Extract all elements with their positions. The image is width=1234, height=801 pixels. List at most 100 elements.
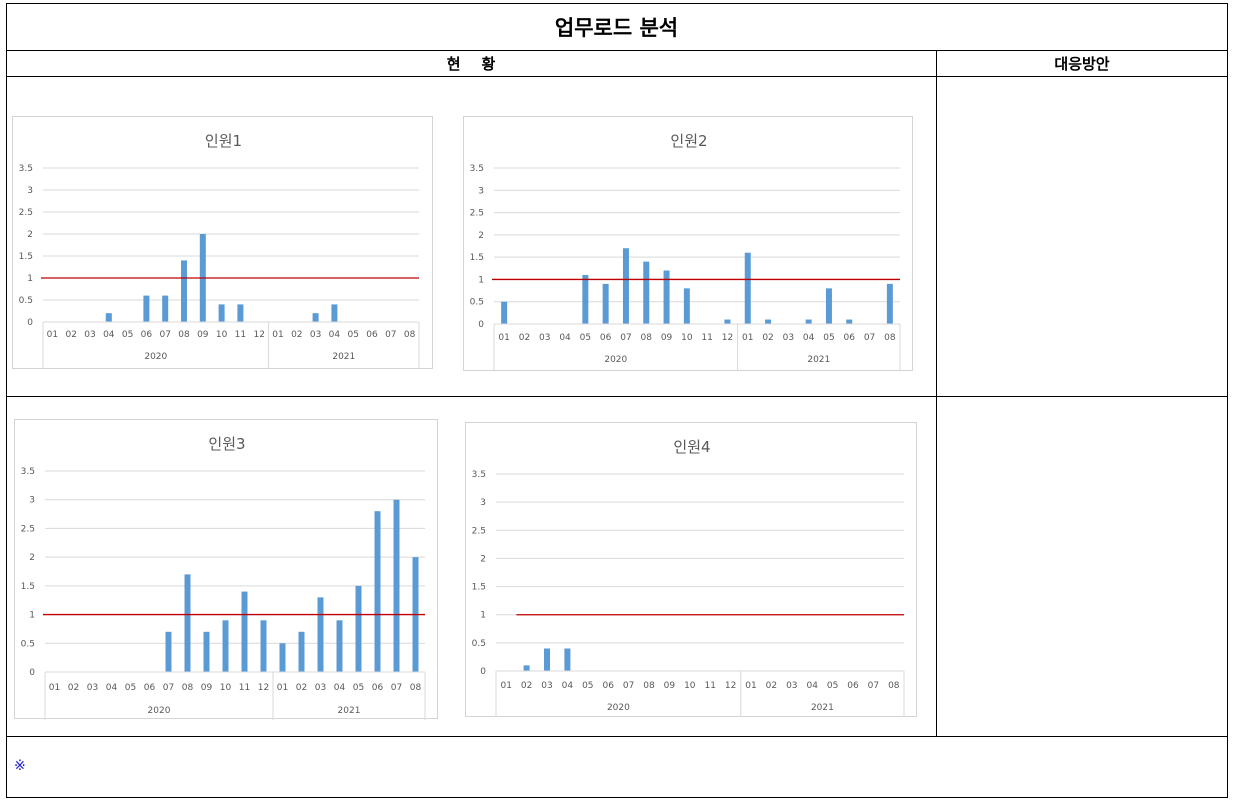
x-tick-label: 01	[49, 683, 60, 693]
x-tick-label: 08	[643, 681, 655, 691]
y-tick-label: 2.5	[470, 209, 484, 219]
y-tick-label: 0.5	[19, 296, 33, 306]
action-column-header: 대응방안	[1054, 55, 1110, 73]
x-tick-label: 08	[410, 683, 422, 693]
x-tick-label: 09	[197, 330, 209, 340]
chart-title: 인원1	[205, 132, 242, 150]
x-tick-label: 10	[220, 683, 232, 693]
row-divider	[6, 396, 1228, 397]
x-tick-label: 06	[144, 683, 156, 693]
bar	[260, 620, 267, 672]
x-tick-label: 04	[803, 333, 815, 343]
x-tick-label: 02	[68, 683, 79, 693]
x-tick-label: 02	[296, 683, 307, 693]
bar	[279, 643, 286, 672]
y-tick-label: 2.5	[21, 524, 35, 534]
bar	[724, 319, 731, 324]
x-tick-label: 11	[701, 333, 712, 343]
x-tick-label: 12	[722, 333, 733, 343]
report-title: 업무로드 분석	[554, 16, 679, 40]
y-tick-label: 1	[480, 611, 486, 621]
x-tick-label: 01	[277, 683, 288, 693]
x-tick-label: 01	[745, 681, 756, 691]
bar	[143, 295, 150, 322]
x-tick-label: 03	[315, 683, 326, 693]
y-tick-label: 2.5	[472, 526, 486, 536]
chart-svg: 인원2 0 0.5 1 1.5 2 2.5 3 3.5 01 02 03 04 05 06 07 08 09 10 1…	[470, 132, 901, 370]
chart-title: 인원3	[208, 435, 245, 453]
bar	[683, 288, 690, 324]
bar	[622, 248, 629, 324]
group-label: 2020	[604, 355, 627, 365]
bar	[744, 252, 751, 324]
x-tick-label: 03	[87, 683, 98, 693]
chart-svg: 인원3 0 0.5 1 1.5 2 2.5 3 3.5 01 02 03 04 05 06 07 08 09 10 1…	[21, 435, 426, 720]
y-tick-label: 3	[478, 186, 484, 196]
chart-title: 인원4	[673, 438, 710, 456]
group-label: 2020	[148, 706, 171, 716]
y-tick-label: 3.5	[21, 467, 35, 477]
x-tick-label: 01	[47, 330, 58, 340]
x-tick-label: 02	[521, 681, 532, 691]
y-tick-label: 2.5	[19, 208, 33, 218]
x-tick-label: 10	[684, 681, 696, 691]
bar	[312, 313, 319, 322]
chart-svg: 인원4 0 0.5 1 1.5 2 2.5 3 3.5 01 02 03 04 05 06 07 08 09 10 1…	[472, 438, 905, 717]
x-tick-label: 11	[235, 330, 246, 340]
x-tick-label: 04	[106, 683, 118, 693]
bar	[523, 665, 530, 671]
bar	[336, 620, 343, 672]
x-tick-label: 06	[366, 330, 378, 340]
y-tick-label: 1	[478, 275, 484, 285]
x-tick-label: 06	[600, 333, 612, 343]
x-tick-label: 03	[783, 333, 794, 343]
bar	[222, 620, 229, 672]
x-tick-label: 04	[559, 333, 571, 343]
x-tick-label: 07	[385, 330, 396, 340]
y-tick-label: 0.5	[21, 639, 35, 649]
x-tick-label: 05	[580, 333, 591, 343]
y-tick-label: 3	[480, 498, 486, 508]
y-tick-label: 0	[480, 667, 486, 677]
bar	[846, 319, 853, 324]
group-label: 2020	[144, 352, 167, 362]
x-tick-label: 06	[602, 681, 614, 691]
bar	[355, 585, 362, 672]
bar	[564, 648, 571, 671]
y-tick-label: 2	[29, 553, 35, 563]
y-tick-label: 1.5	[472, 583, 486, 593]
column-divider	[936, 50, 937, 736]
x-tick-label: 04	[562, 681, 574, 691]
x-tick-label: 08	[404, 330, 416, 340]
x-tick-label: 07	[864, 333, 875, 343]
header-divider	[6, 76, 1228, 77]
bar	[544, 648, 550, 671]
y-tick-label: 0.5	[470, 298, 484, 308]
bar	[162, 295, 169, 322]
bar	[218, 304, 225, 322]
chart-svg: 인원1 0 0.5 1 1.5 2 2.5 3 3.5 01 02 03 04 05 06 07 08 09 10 1…	[19, 132, 420, 368]
x-tick-label: 06	[372, 683, 384, 693]
bar	[501, 301, 508, 324]
x-tick-label: 02	[519, 333, 530, 343]
x-tick-label: 05	[353, 683, 364, 693]
x-tick-label: 05	[823, 333, 834, 343]
x-tick-label: 05	[122, 330, 133, 340]
x-tick-label: 02	[766, 681, 777, 691]
x-tick-label: 03	[786, 681, 797, 691]
bar	[393, 499, 400, 672]
bar	[374, 511, 381, 672]
group-label: 2021	[338, 706, 361, 716]
bar	[317, 597, 324, 672]
x-tick-label: 06	[844, 333, 856, 343]
bar	[181, 260, 187, 322]
x-tick-label: 03	[541, 681, 552, 691]
chart-인원4: 인원4 0 0.5 1 1.5 2 2.5 3 3.5 01 02 03 04 05 06 07 08 09 10 1…	[465, 422, 917, 717]
bar	[331, 304, 338, 322]
y-tick-label: 1.5	[21, 582, 35, 592]
y-tick-label: 3	[29, 496, 35, 506]
x-tick-label: 03	[84, 330, 95, 340]
x-tick-label: 11	[704, 681, 715, 691]
x-tick-label: 09	[661, 333, 673, 343]
x-tick-label: 04	[103, 330, 115, 340]
